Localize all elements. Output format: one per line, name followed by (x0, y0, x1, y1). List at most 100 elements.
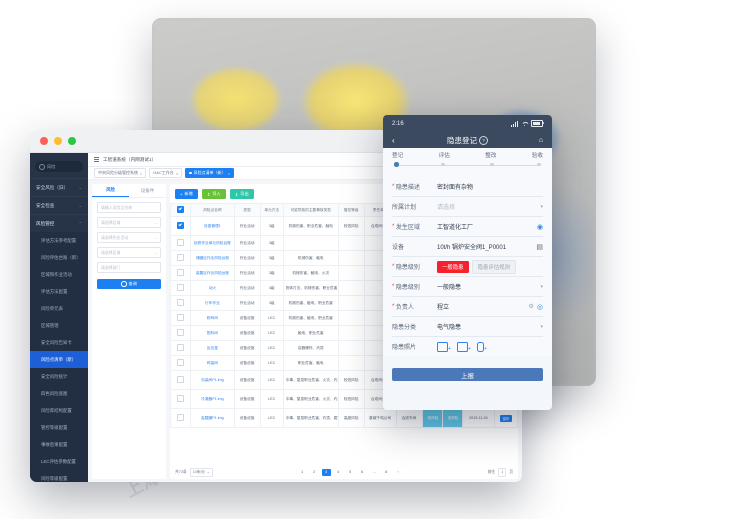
row-checkbox-cell[interactable] (170, 235, 192, 251)
sidebar-item-eval-method-ref[interactable]: 评估方法参考配置 (30, 232, 88, 249)
cell-risk-name[interactable]: 行车作业 (190, 295, 235, 311)
page-6[interactable]: 6 (357, 468, 367, 476)
row-checkbox-cell[interactable] (170, 310, 192, 326)
page-4[interactable]: 4 (333, 468, 343, 476)
col-checkbox[interactable] (170, 203, 192, 217)
page-2[interactable]: 2 (309, 468, 319, 476)
sidebar-item-risk-notice-card[interactable]: 安全风险告知卡 (30, 334, 88, 351)
back-icon[interactable]: ‹ (392, 135, 395, 145)
microphone-icon[interactable] (476, 341, 484, 352)
sidebar-group-safety-inspection[interactable]: 安全检查 ⌄ (30, 196, 88, 214)
cell-risk-name[interactable]: 反应釜 (190, 340, 235, 356)
filter-input-department[interactable]: 请选择部门 (97, 262, 161, 273)
row-checkbox-cell[interactable] (170, 340, 192, 356)
field-equipment[interactable]: 设备 10t/h 锅炉安全阀1_P0001 ▤ (392, 237, 543, 257)
row-checkbox[interactable] (177, 222, 185, 229)
tab-equipment[interactable]: 设备件 (129, 184, 166, 197)
cell-risk-name[interactable]: 冷凝器P1.img (190, 389, 235, 409)
sidebar-group-risk-control[interactable]: 风险管控 ⌃ (30, 214, 88, 232)
page-8[interactable]: 8 (381, 468, 391, 476)
table-row[interactable]: 盐酸罐P1.img 设备设施 LEC 中毒、窒息职业危害、灼烫、腐蚀 高度风险 氯碱千吨公… (170, 408, 518, 428)
cell-risk-name[interactable]: 称量间 (190, 355, 235, 371)
step-dot-evaluate[interactable] (441, 162, 445, 167)
tab-hc-workbench[interactable]: H&C工作台 × (149, 168, 183, 178)
row-checkbox-cell[interactable] (170, 280, 192, 296)
select-all-checkbox[interactable] (177, 206, 185, 213)
field-hazard-photos[interactable]: 隐患照片 + + + (392, 337, 543, 356)
sidebar-item-risk-eval-ledger[interactable]: 风险评估台账（新） (30, 249, 88, 266)
sidebar-search[interactable]: 风险 (35, 161, 83, 172)
step-dot-rectify[interactable] (490, 162, 494, 167)
cell-operation[interactable]: 操作 (493, 408, 518, 428)
row-checkbox[interactable] (177, 269, 185, 276)
submit-button[interactable]: 上报 (392, 368, 543, 381)
close-icon[interactable] (40, 137, 48, 145)
page-1[interactable]: 1 (297, 468, 307, 476)
page-3-current[interactable]: 3 (321, 468, 331, 476)
row-checkbox[interactable] (177, 376, 185, 383)
row-checkbox-cell[interactable] (170, 355, 192, 371)
field-hazard-description[interactable]: * 隐患描述 密封面有杂物 (392, 177, 543, 197)
sidebar-item-risk-unit-table[interactable]: 风险单元表 (30, 300, 88, 317)
field-hazard-level-select[interactable]: * 隐患级别 一般隐患 ▾ (392, 277, 543, 297)
sidebar-item-control-level-config[interactable]: 管控等级配置 (30, 419, 88, 436)
step-dot-register[interactable] (394, 162, 399, 167)
sidebar-item-risk-level-config[interactable]: 风险等级配置 (30, 470, 88, 482)
sidebar-item-eval-method-config[interactable]: 评估方法配置 (30, 283, 88, 300)
row-checkbox[interactable] (177, 239, 185, 246)
row-checkbox-cell[interactable] (170, 265, 192, 281)
row-checkbox-cell[interactable] (170, 250, 192, 266)
sidebar-item-risk-statistics[interactable]: 安全风险统计 (30, 368, 88, 385)
help-icon[interactable]: ? (479, 135, 488, 145)
field-related-plan[interactable]: 所属计划 请选择 ▾ (392, 197, 543, 217)
page-size-select[interactable]: 10条/页 ⌄ (189, 467, 213, 477)
pill-general-hazard[interactable]: 一般隐患 (437, 260, 469, 273)
scan-icon[interactable]: ▤ (536, 243, 543, 251)
search-button[interactable]: 查询 (97, 279, 161, 289)
cell-risk-name[interactable]: 装置区作业风险台账 (190, 265, 235, 281)
cell-risk-name[interactable]: 检修作业单元风险台账 (190, 235, 235, 251)
row-checkbox[interactable] (177, 299, 185, 306)
row-checkbox-cell[interactable] (170, 216, 192, 236)
page-5[interactable]: 5 (345, 468, 355, 476)
row-checkbox-cell[interactable] (170, 389, 192, 409)
video-icon[interactable] (456, 341, 468, 352)
close-icon[interactable]: × (140, 170, 143, 176)
row-checkbox[interactable] (177, 254, 185, 261)
cell-risk-name[interactable]: 配料间 (190, 325, 235, 341)
field-occurrence-area[interactable]: * 发生区域 工智道化工厂 ◉ (392, 217, 543, 237)
sidebar-group-safety-risk-old[interactable]: 安全风险（旧） ⌄ (30, 178, 88, 196)
field-hazard-category[interactable]: 隐患分类 电气隐患 ▾ (392, 317, 543, 337)
cell-risk-name[interactable]: 包装间P1.img (190, 370, 235, 390)
row-checkbox[interactable] (177, 359, 185, 366)
row-checkbox[interactable] (177, 329, 185, 336)
sidebar-item-four-color-map[interactable]: 四色风险底图 (30, 385, 88, 402)
row-checkbox[interactable] (177, 395, 185, 402)
image-icon[interactable] (437, 341, 448, 352)
import-button[interactable]: ↥ 导入 (201, 189, 226, 199)
sidebar-item-area-management[interactable]: 区域管理 (30, 317, 88, 334)
row-checkbox-cell[interactable] (170, 325, 192, 341)
filter-input-risk-name[interactable]: 请输入风险点名称 (97, 202, 161, 213)
sidebar-item-lec-param-config[interactable]: LEC评估参数配置 (30, 453, 88, 470)
filter-select-area-1[interactable]: 请选择区域 ⌄ (97, 217, 161, 228)
tab-central-risk-system[interactable]: 中央风险分级管控系统 × (94, 168, 147, 178)
step-dot-accept[interactable] (537, 162, 541, 167)
cell-risk-name[interactable]: 动火 (190, 280, 235, 296)
sidebar-item-risk-library-config[interactable]: 风险库结构配置 (30, 402, 88, 419)
cell-risk-name[interactable]: 盐酸罐P1.img (190, 408, 235, 428)
filter-select-area-2[interactable]: 请选择区域 ⌄ (97, 247, 161, 258)
cell-risk-name[interactable]: 设备管理1 (190, 216, 235, 236)
pill-hazard-eval-rule[interactable]: 隐患评估规则 (471, 259, 516, 274)
row-checkbox-cell[interactable] (170, 408, 192, 428)
close-icon[interactable]: × (227, 170, 230, 176)
row-checkbox-cell[interactable] (170, 370, 192, 390)
row-checkbox[interactable] (177, 414, 185, 421)
location-pin-icon[interactable]: ◉ (536, 223, 543, 231)
sidebar-item-accident-consequence-config[interactable]: 事故后果配置 (30, 436, 88, 453)
field-responsible-person[interactable]: * 负责人 程立 ⚙ ◎ (392, 297, 543, 317)
zoom-icon[interactable] (68, 137, 76, 145)
user-picker-icon[interactable]: ◎ (536, 303, 543, 311)
tab-risk-point-list[interactable]: 风险点清单（新） × (185, 168, 234, 178)
field-hazard-level-pills[interactable]: * 隐患级别 一般隐患 隐患评估规则 (392, 257, 543, 277)
